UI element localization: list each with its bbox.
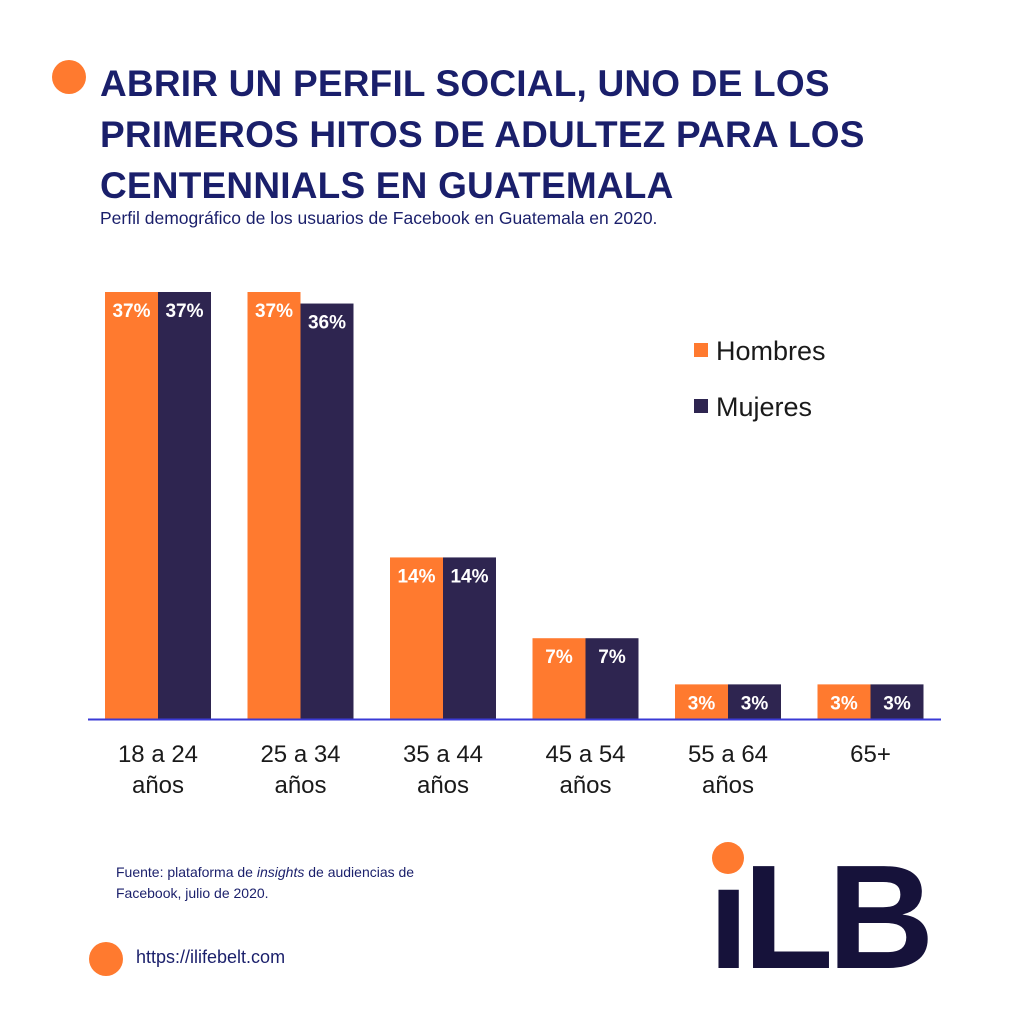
x-tick-label-1-0: 25 a 34 <box>260 741 340 768</box>
title-line-3: CENTENNIALS EN GUATEMALA <box>100 165 674 206</box>
data-label-mujeres-0: 37% <box>165 301 203 322</box>
source-note: Fuente: plataforma de insights de audien… <box>116 862 416 904</box>
bar-hombres-4 <box>675 684 728 719</box>
x-tick-label-0-0: 18 a 24 <box>118 741 198 768</box>
bar-mujeres-3 <box>585 638 639 719</box>
legend-label-mujeres: Mujeres <box>716 392 812 422</box>
x-tick-label-3-1: años <box>559 772 611 799</box>
ilb-logo: ıLB <box>708 835 935 980</box>
url-bullet-dot <box>89 942 123 976</box>
data-label-mujeres-1: 36% <box>308 313 346 334</box>
title-bullet-dot <box>52 60 86 94</box>
subtitle: Perfil demográfico de los usuarios de Fa… <box>100 208 658 228</box>
x-tick-label-0-1: años <box>132 772 184 799</box>
data-label-mujeres-4: 3% <box>741 693 769 714</box>
legend-swatch-hombres <box>694 343 708 357</box>
data-label-hombres-2: 14% <box>397 566 435 587</box>
title-line-1: ABRIR UN PERFIL SOCIAL, UNO DE LOS <box>100 63 830 104</box>
bar-mujeres-5 <box>870 684 924 719</box>
x-tick-label-5-0: 65+ <box>850 741 891 768</box>
source-suffix: de audiencias de Facebook, julio de 2020… <box>116 864 415 901</box>
page-title: ABRIR UN PERFIL SOCIAL, UNO DE LOS PRIME… <box>100 58 1000 211</box>
source-italic: insights <box>256 864 305 880</box>
bar-hombres-2 <box>390 557 443 719</box>
bar-chart: 37% 37% 18 a 24 años 37% 36% 25 a 34 años 14% 14%… <box>88 292 941 799</box>
bar-mujeres-1 <box>300 303 354 719</box>
x-tick-label-4-1: años <box>702 772 754 799</box>
title-line-2: PRIMEROS HITOS DE ADULTEZ PARA LOS <box>100 114 865 155</box>
bar-mujeres-4 <box>728 684 781 719</box>
data-label-mujeres-5: 3% <box>883 693 911 714</box>
x-tick-label-4-0: 55 a 64 <box>688 741 768 768</box>
bar-hombres-3 <box>532 638 586 719</box>
website-link[interactable]: https://ilifebelt.com <box>136 947 286 967</box>
source-prefix: Fuente: plataforma de <box>116 864 257 880</box>
x-tick-label-1-1: años <box>274 772 326 799</box>
bar-hombres-1 <box>247 292 301 719</box>
logo-dot <box>712 842 744 874</box>
data-label-mujeres-2: 14% <box>450 566 488 587</box>
x-tick-label-2-1: años <box>417 772 469 799</box>
bar-hombres-0 <box>105 292 158 719</box>
legend-swatch-mujeres <box>694 399 708 413</box>
data-label-mujeres-3: 7% <box>598 647 626 668</box>
data-label-hombres-1: 37% <box>255 301 293 322</box>
x-tick-label-3-0: 45 a 54 <box>545 741 625 768</box>
bar-hombres-5 <box>817 684 871 719</box>
data-label-hombres-5: 3% <box>830 693 858 714</box>
bar-mujeres-0 <box>158 292 211 719</box>
data-label-hombres-3: 7% <box>545 647 573 668</box>
bar-mujeres-2 <box>443 557 496 719</box>
legend-label-hombres: Hombres <box>716 336 826 366</box>
data-label-hombres-0: 37% <box>112 301 150 322</box>
x-tick-label-2-0: 35 a 44 <box>403 741 483 768</box>
logo-text: ıLB <box>708 835 929 980</box>
data-label-hombres-4: 3% <box>688 693 716 714</box>
